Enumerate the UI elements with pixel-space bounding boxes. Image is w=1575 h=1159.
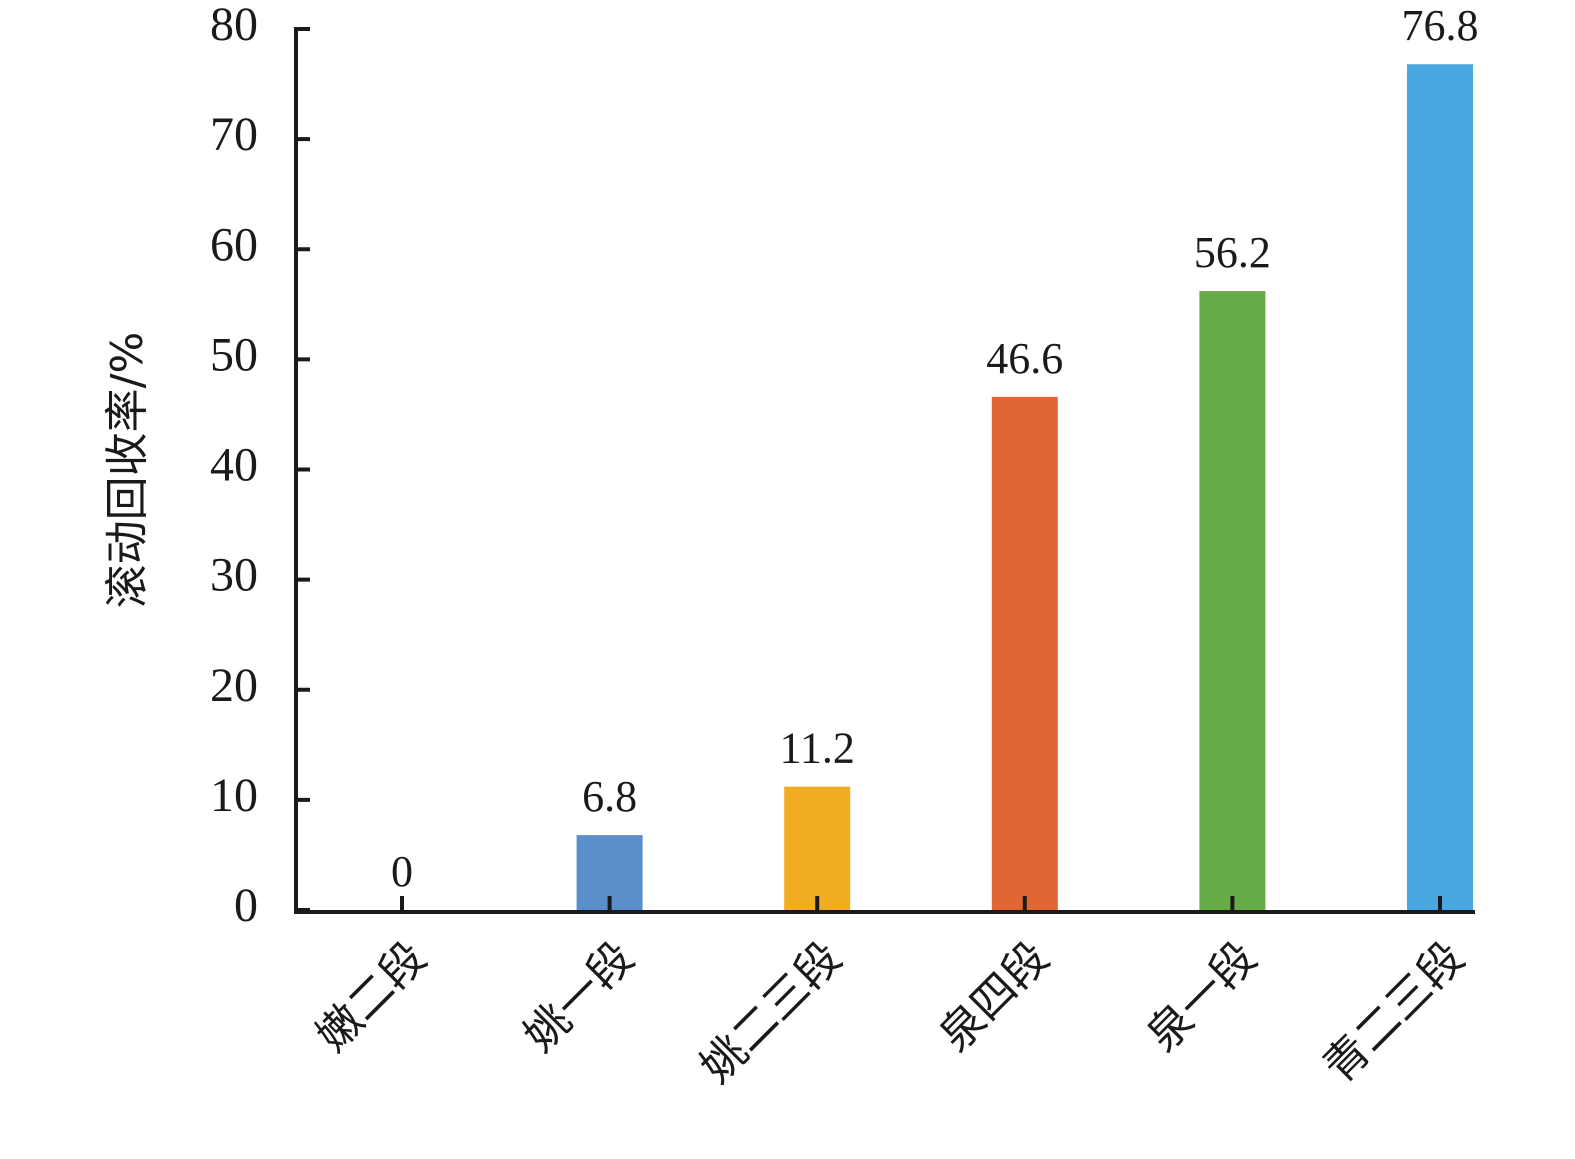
data-label: 11.2 (780, 724, 855, 773)
y-tick-label: 50 (210, 328, 258, 381)
data-label: 0 (391, 847, 413, 896)
bar (1407, 64, 1473, 911)
bars-layer (576, 64, 1473, 911)
y-ticks: 0 10 20 30 40 50 60 70 80 (210, 0, 310, 932)
data-label: 56.2 (1194, 228, 1271, 277)
data-labels: 0 6.8 11.2 46.6 56.2 76.8 (391, 1, 1479, 896)
x-tick-label: 姚二三段 (691, 932, 852, 1093)
bar (784, 786, 851, 910)
y-tick-label: 10 (210, 769, 258, 822)
x-ticks: 嫩二段 姚一段 姚二三段 泉四段 泉一段 青二三段 (307, 896, 1474, 1093)
y-tick-label: 0 (234, 879, 258, 932)
axes (294, 27, 1475, 914)
x-tick-label: 泉四段 (930, 932, 1059, 1061)
y-tick-label: 20 (210, 659, 258, 712)
data-label: 76.8 (1402, 1, 1479, 50)
x-tick-label: 姚一段 (514, 932, 643, 1061)
y-axis-label: 滚动回收率/% (102, 332, 153, 609)
y-tick-label: 30 (210, 549, 258, 602)
data-label: 6.8 (582, 772, 637, 821)
x-tick-label: 嫩二段 (307, 932, 436, 1061)
bar (1199, 291, 1266, 910)
bar (991, 396, 1058, 910)
x-tick-label: 青二三段 (1314, 932, 1475, 1093)
y-tick-label: 60 (210, 218, 258, 271)
y-tick-label: 40 (210, 439, 258, 492)
x-tick-label: 泉一段 (1137, 932, 1266, 1061)
y-tick-label: 70 (210, 108, 258, 161)
data-label: 46.6 (986, 334, 1063, 383)
y-tick-label: 80 (210, 0, 258, 51)
